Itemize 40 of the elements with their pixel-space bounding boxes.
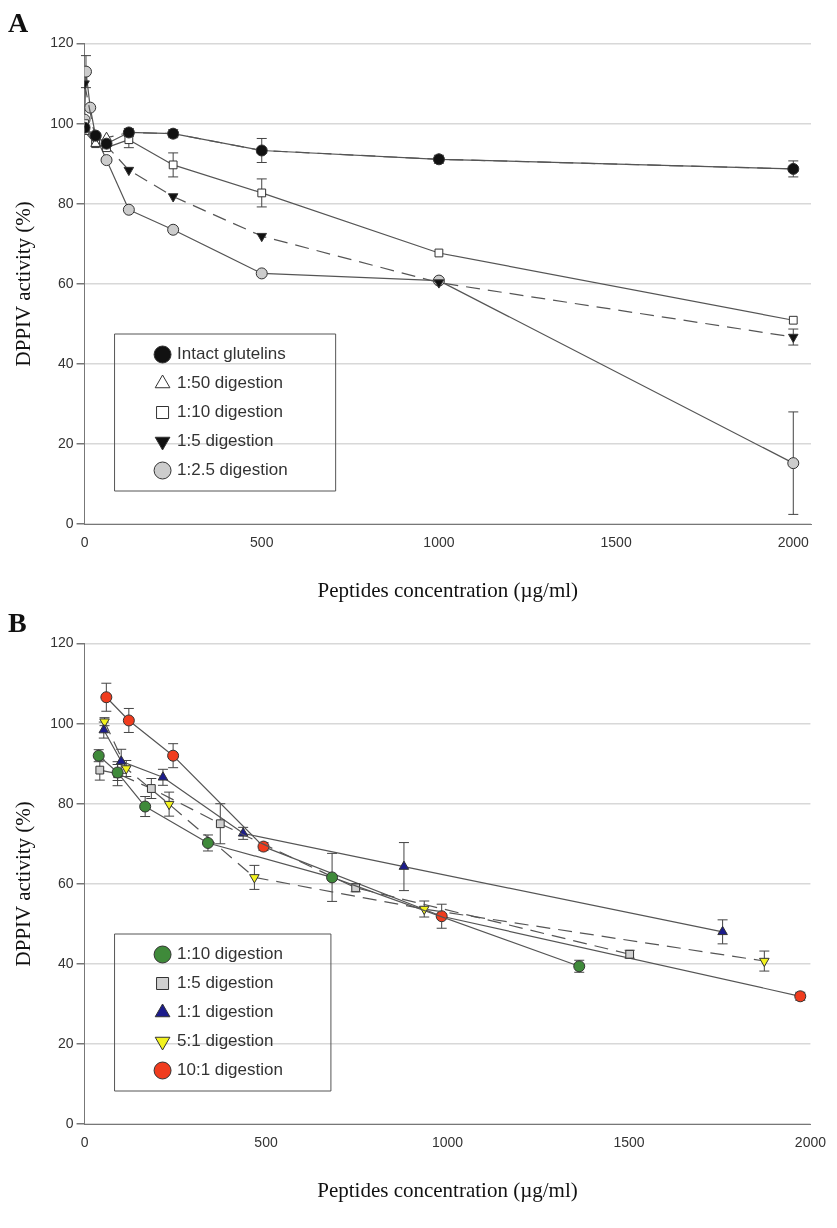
y-tick-label: 80 — [57, 794, 74, 811]
y-tick-label: 80 — [57, 194, 74, 211]
y-axis-title: DPPIV activity (%) — [11, 201, 36, 367]
x-tick-label: 1000 — [431, 1134, 464, 1151]
legend-label: 5:1 digestion — [177, 1031, 274, 1051]
y-tick-label: 100 — [50, 714, 74, 731]
y-tick-label: 0 — [65, 1114, 74, 1131]
x-tick-label: 1500 — [600, 534, 632, 551]
x-tick-label: 500 — [250, 534, 274, 551]
legend-label: 1:5 digestion — [177, 431, 274, 451]
x-tick-label: 1500 — [613, 1134, 645, 1151]
y-tick-label: 60 — [57, 874, 74, 891]
legend-label: 1:5 digestion — [177, 973, 274, 993]
y-axis-title: DPPIV activity (%) — [11, 801, 36, 967]
y-tick-label: 60 — [57, 274, 74, 291]
x-tick-label: 0 — [80, 534, 89, 551]
y-tick-label: 40 — [57, 354, 74, 371]
y-tick-label: 20 — [57, 434, 74, 451]
y-tick-label: 100 — [50, 114, 74, 131]
y-tick-label: 40 — [57, 954, 74, 971]
y-tick-label: 120 — [50, 34, 74, 51]
x-tick-label: 2000 — [777, 534, 810, 551]
x-axis-title: Peptides concentration (µg/ml) — [317, 577, 579, 602]
legend-label: 1:50 digestion — [177, 373, 283, 393]
legend-label: 1:2.5 digestion — [177, 460, 288, 480]
y-tick-label: 0 — [65, 514, 74, 531]
legend-label: Intact glutelins — [177, 344, 286, 364]
y-tick-label: 120 — [50, 634, 74, 651]
legend-label: 1:1 digestion — [177, 1002, 274, 1022]
x-tick-label: 500 — [254, 1134, 278, 1151]
x-axis-title: Peptides concentration (µg/ml) — [317, 1177, 578, 1202]
legend-label: 1:10 digestion — [177, 944, 283, 964]
legend-label: 10:1 digestion — [177, 1060, 283, 1080]
chart-title: A — [8, 7, 29, 39]
x-tick-label: 2000 — [794, 1134, 827, 1151]
chart-title: B — [8, 607, 27, 639]
legend-label: 1:10 digestion — [177, 402, 283, 422]
x-tick-label: 1000 — [423, 534, 455, 551]
y-tick-label: 20 — [57, 1034, 74, 1051]
x-tick-label: 0 — [80, 1134, 89, 1151]
